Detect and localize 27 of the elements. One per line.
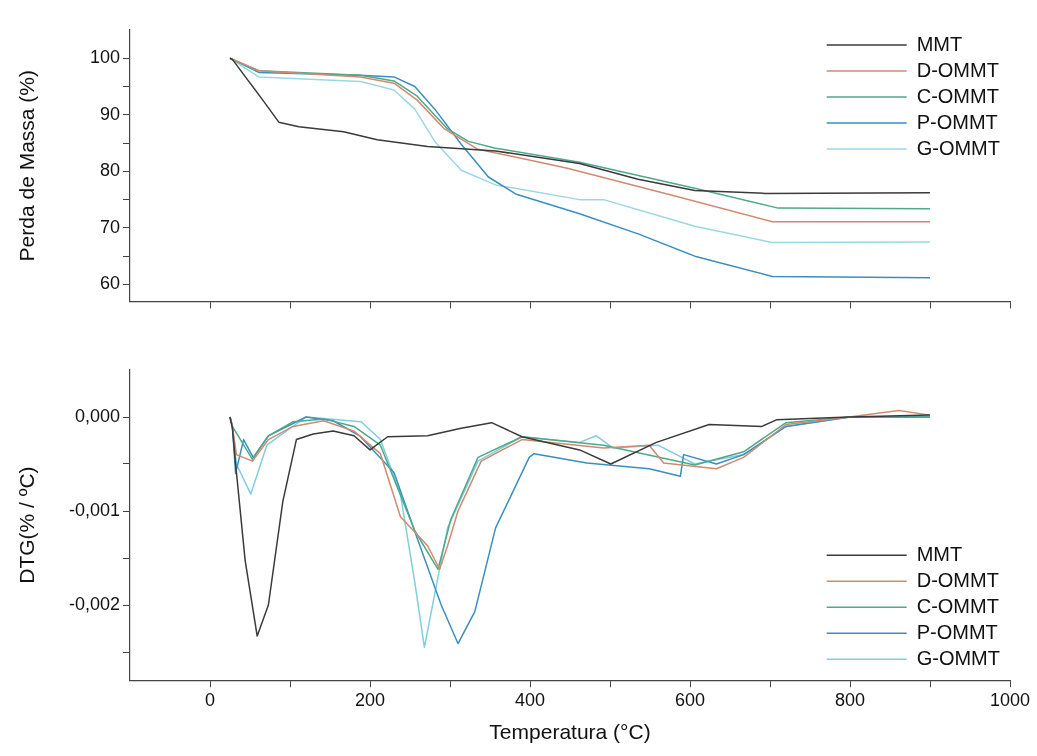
legend-label: P-OMMT: [916, 620, 998, 643]
legend-label: G-OMMT: [916, 646, 1000, 669]
y-tick-label: -0,002: [68, 593, 120, 614]
y-axis-title: DTG(% / ºC): [15, 466, 39, 584]
legend-label: MMT: [916, 32, 963, 55]
legend-label: G-OMMT: [916, 136, 1000, 159]
x-tick-label: 400: [514, 689, 546, 710]
y-tick-label: 60: [99, 273, 120, 294]
y-tick-label: 70: [99, 216, 120, 237]
x-tick-label: 0: [204, 689, 216, 710]
y-tick-label: 0,000: [74, 405, 120, 426]
x-axis-title: Temperatura (°C): [489, 720, 651, 744]
x-tick-label: 200: [354, 689, 386, 710]
y-tick-label: 90: [99, 103, 120, 124]
y-tick-label: 80: [99, 160, 120, 181]
legend-label: C-OMMT: [916, 84, 999, 107]
y-axis-title: Perda de Massa (%): [15, 69, 39, 262]
legend-label: D-OMMT: [916, 58, 999, 81]
y-tick-label: 100: [89, 47, 120, 68]
legend-label: MMT: [916, 542, 963, 565]
x-tick-label: 600: [674, 689, 706, 710]
y-tick-label: -0,001: [68, 499, 120, 520]
legend-label: D-OMMT: [916, 568, 999, 591]
legend-label: P-OMMT: [916, 110, 998, 133]
legend-label: C-OMMT: [916, 594, 999, 617]
x-tick-label: 1000: [989, 689, 1031, 710]
x-tick-label: 800: [834, 689, 866, 710]
